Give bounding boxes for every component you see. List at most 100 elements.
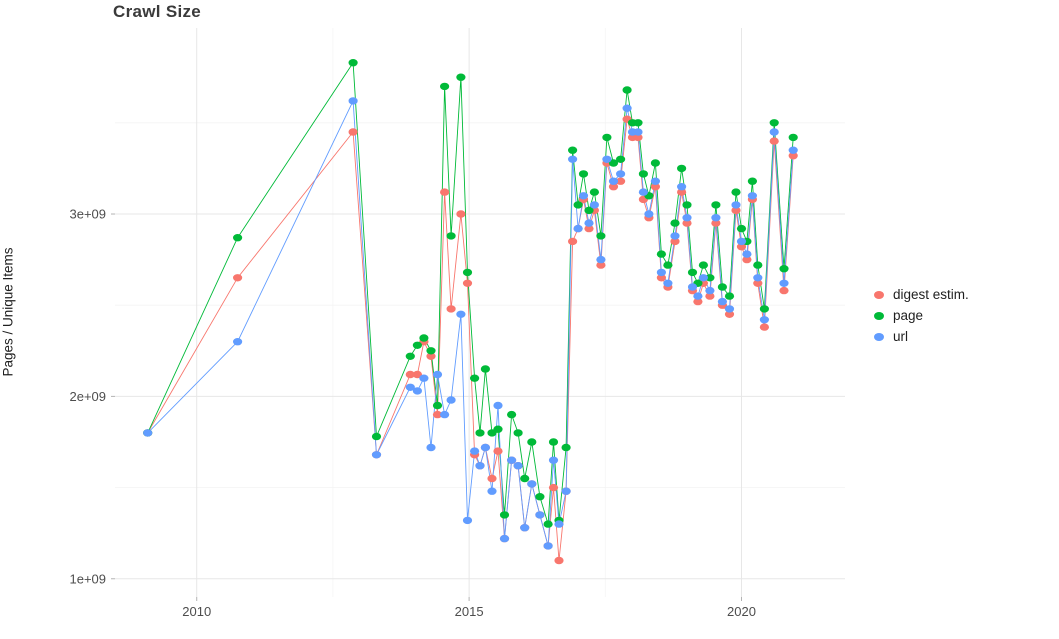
- data-point: [487, 487, 497, 495]
- data-point: [656, 274, 667, 282]
- data-point: [589, 201, 600, 209]
- data-point: [440, 82, 450, 91]
- data-point: [769, 119, 779, 127]
- data-point: [578, 192, 589, 200]
- data-point: [480, 365, 490, 373]
- data-point: [638, 188, 649, 196]
- data-point: [456, 310, 466, 318]
- data-point: [656, 250, 667, 258]
- data-point: [677, 183, 687, 191]
- data-point: [769, 137, 779, 145]
- data-point: [432, 410, 443, 419]
- data-point: [143, 429, 153, 437]
- data-point: [513, 429, 523, 437]
- data-point: [616, 170, 626, 178]
- data-point: [499, 534, 510, 543]
- data-point: [499, 511, 510, 519]
- data-point: [731, 201, 741, 209]
- data-point: [769, 128, 779, 136]
- data-point: [233, 338, 243, 346]
- data-point: [456, 210, 466, 218]
- legend-point-icon: [874, 332, 884, 341]
- data-point: [677, 188, 687, 196]
- data-point: [736, 224, 747, 233]
- data-point: [788, 152, 798, 160]
- data-point: [602, 155, 612, 163]
- data-point: [602, 133, 612, 142]
- data-point: [584, 206, 594, 215]
- data-point: [412, 387, 422, 395]
- y-tick-label: 2e+09: [69, 389, 106, 404]
- data-point: [405, 383, 415, 391]
- data-point: [663, 261, 673, 269]
- data-point: [711, 214, 721, 222]
- data-point: [419, 374, 429, 382]
- data-point: [747, 177, 758, 185]
- data-point: [535, 511, 545, 519]
- data-point: [687, 268, 698, 277]
- data-point: [520, 474, 530, 483]
- data-point: [633, 128, 643, 136]
- data-point: [698, 261, 709, 269]
- data-point: [724, 305, 735, 313]
- data-point: [650, 177, 661, 185]
- data-point: [543, 542, 553, 550]
- data-point: [731, 206, 741, 215]
- data-point: [535, 493, 545, 501]
- data-point: [446, 396, 456, 404]
- data-point: [507, 410, 517, 419]
- data-point: [475, 462, 485, 470]
- data-point: [589, 188, 600, 196]
- data-point: [742, 255, 752, 264]
- data-point: [348, 128, 358, 136]
- data-point: [753, 274, 763, 282]
- data-point: [432, 401, 443, 410]
- data-point: [405, 352, 415, 360]
- data-point: [677, 164, 687, 173]
- data-point: [759, 323, 770, 331]
- data-point: [513, 462, 523, 470]
- data-point: [711, 219, 721, 227]
- data-point: [371, 451, 382, 459]
- data-point: [779, 265, 789, 273]
- data-point: [456, 73, 466, 81]
- data-point: [622, 104, 632, 112]
- data-point: [788, 146, 798, 154]
- data-point: [608, 177, 619, 185]
- data-point: [371, 432, 382, 441]
- data-point: [682, 219, 692, 227]
- legend-item: page: [874, 308, 969, 323]
- data-point: [348, 97, 358, 105]
- data-point: [670, 219, 680, 227]
- data-point: [608, 183, 619, 191]
- data-point: [759, 305, 770, 313]
- data-point: [561, 443, 571, 452]
- data-point: [520, 524, 530, 532]
- x-tick-label: 2020: [727, 604, 756, 619]
- chart-title: Crawl Size: [113, 2, 202, 21]
- data-point: [554, 520, 564, 528]
- data-point: [543, 520, 553, 528]
- data-point: [616, 177, 626, 185]
- data-point: [568, 155, 578, 163]
- data-point: [426, 352, 436, 360]
- data-point: [527, 480, 537, 488]
- data-point: [724, 310, 735, 318]
- data-point: [573, 201, 583, 209]
- series-line-page: [147, 62, 794, 525]
- data-point: [548, 483, 559, 492]
- data-point: [650, 159, 661, 167]
- data-point: [493, 425, 503, 433]
- y-tick-label: 1e+09: [69, 571, 106, 586]
- data-point: [561, 487, 571, 495]
- data-point: [462, 279, 473, 287]
- data-point: [573, 224, 583, 233]
- data-point: [480, 443, 490, 452]
- data-point: [233, 274, 243, 282]
- data-point: [622, 86, 632, 94]
- data-point: [788, 133, 798, 142]
- data-point: [470, 374, 480, 382]
- data-point: [736, 243, 747, 251]
- legend-point-icon: [874, 311, 884, 320]
